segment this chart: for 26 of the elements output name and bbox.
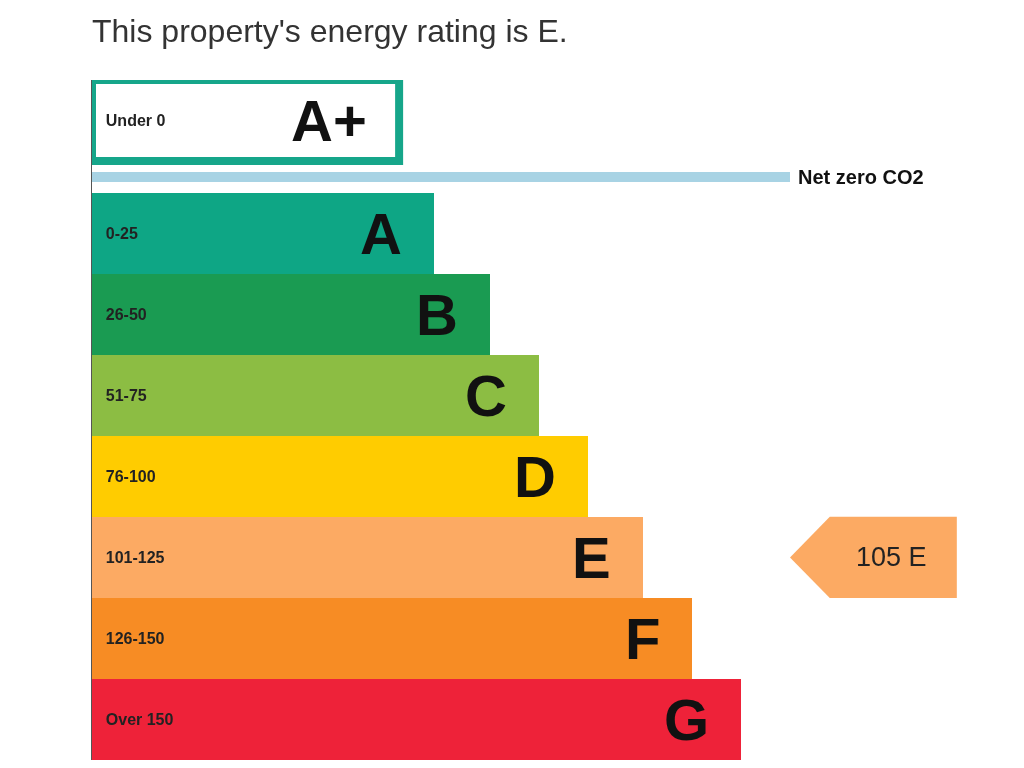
annotation: A xyxy=(360,201,402,266)
y-tick-label: 26-50 xyxy=(105,305,147,323)
bar xyxy=(92,273,490,355)
bar xyxy=(92,678,742,760)
annotation: D xyxy=(514,444,556,509)
annotation: E xyxy=(572,525,611,590)
bar xyxy=(92,192,435,274)
y-tick-label: 0-25 xyxy=(105,224,138,242)
y-tick-label: Over 150 xyxy=(105,711,174,729)
text: Net zero CO2 xyxy=(798,166,924,188)
annotation: G xyxy=(664,687,710,752)
bar xyxy=(92,597,693,679)
annotation: C xyxy=(465,363,507,428)
y-tick-label: 76-100 xyxy=(105,467,156,485)
text: 105 E xyxy=(856,542,927,572)
y-tick-label: 101-125 xyxy=(105,548,165,566)
annotation: B xyxy=(416,282,458,347)
annotation: F xyxy=(625,606,661,671)
y-tick-label: Under 0 xyxy=(105,112,166,130)
annotation: A+ xyxy=(291,88,367,153)
chart-title: This property's energy rating is E. xyxy=(92,12,568,49)
bar xyxy=(92,354,539,436)
y-tick-label: 51-75 xyxy=(105,386,147,404)
bar xyxy=(92,516,644,598)
bar xyxy=(92,435,588,517)
y-tick-label: 126-150 xyxy=(105,630,165,648)
